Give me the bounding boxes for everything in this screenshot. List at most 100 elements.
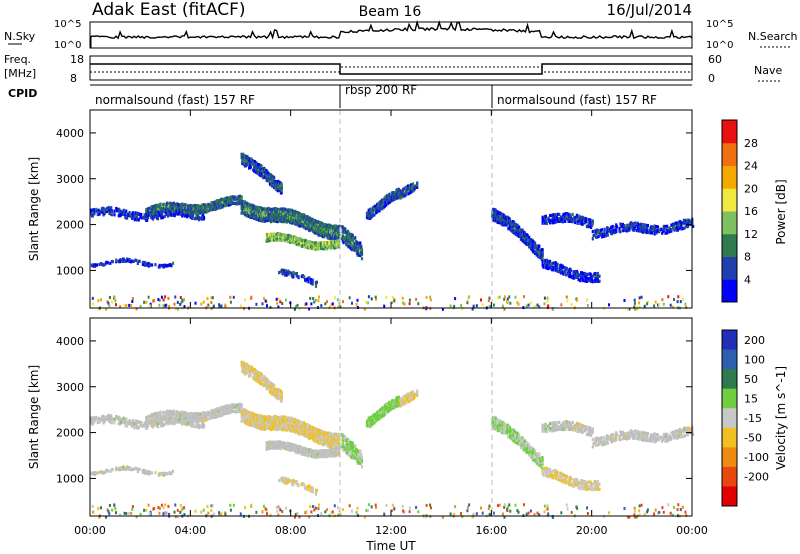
power-cell [209, 204, 212, 208]
power-cell [498, 221, 501, 225]
velocity-cell [174, 410, 177, 414]
velocity-cell [197, 424, 201, 428]
power-noise-cell [492, 303, 495, 307]
power-cell [126, 216, 129, 220]
power-cell [594, 272, 597, 276]
velocity-cell [178, 417, 181, 422]
power-cell [344, 227, 347, 231]
velocity-cell [306, 423, 309, 427]
velocity-cell [325, 432, 328, 436]
power-cell [191, 216, 194, 220]
power-cell [255, 163, 258, 167]
power-cell [571, 212, 574, 216]
power-cell [108, 206, 111, 210]
power-cell [411, 182, 415, 186]
power-cell [565, 266, 568, 270]
power-cell [135, 214, 138, 218]
power-cell [598, 279, 601, 283]
power-cell [295, 272, 298, 276]
power-cell [119, 258, 122, 262]
power-cell [406, 190, 409, 194]
power-cell [631, 222, 634, 226]
power-cell [596, 277, 599, 281]
velocity-cell [152, 412, 155, 416]
power-cell [159, 202, 162, 206]
power-cell [287, 272, 290, 276]
power-noise-cell [430, 298, 432, 302]
power-noise-cell [239, 304, 242, 308]
power-cell [151, 263, 154, 267]
velocity-cell [98, 419, 101, 423]
velocity-cell [240, 415, 243, 419]
power-noise-cell [408, 298, 411, 302]
power-cell [122, 208, 125, 212]
velocity-cell [262, 422, 265, 426]
velocity-cell [205, 418, 208, 422]
power-cell [351, 236, 354, 241]
power-cell [498, 214, 502, 218]
power-cell [564, 266, 567, 270]
power-cell [665, 226, 668, 230]
power-noise-cell [139, 304, 142, 308]
nave-label: Nave [754, 64, 782, 77]
velocity-cell [279, 423, 282, 427]
power-cell [280, 207, 283, 211]
velocity-cell [231, 408, 234, 412]
power-cell [581, 276, 584, 280]
power-cell [179, 212, 182, 216]
power-cell [227, 198, 230, 202]
power-cell [152, 215, 155, 219]
power-cell [106, 261, 109, 265]
power-noise-cell [475, 304, 478, 308]
power-cell [373, 213, 376, 217]
power-noise-cell [365, 301, 368, 304]
power-noise-cell [514, 295, 517, 299]
power-cell [375, 207, 378, 211]
power-cell [109, 209, 112, 213]
power-cell [589, 218, 592, 222]
power-cell [274, 209, 277, 213]
power-cell [223, 204, 226, 208]
power-cell [661, 231, 664, 235]
power-cell [91, 214, 94, 218]
power-cell [678, 223, 681, 227]
power-cell [651, 231, 654, 235]
power-noise-cell [374, 295, 377, 299]
power-cell [338, 233, 341, 237]
power-cell [556, 269, 559, 273]
velocity-cell [304, 432, 307, 436]
velocity-cell [110, 417, 114, 421]
power-cell [625, 226, 628, 230]
velocity-cell [317, 431, 320, 435]
power-cell [606, 233, 609, 237]
power-cell [318, 229, 321, 233]
velocity-cell [228, 411, 231, 415]
power-cell [171, 206, 175, 211]
power-noise-cell [305, 302, 308, 306]
power-cell [591, 222, 594, 226]
power-cell [276, 207, 279, 211]
power-cell [254, 213, 257, 217]
velocity-cell [108, 414, 111, 418]
power-noise-cell [638, 301, 641, 305]
power-noise-cell [467, 297, 469, 301]
power-cell [191, 208, 194, 213]
velocity-cell [276, 415, 279, 419]
velocity-cell [227, 406, 230, 410]
power-cell [580, 219, 583, 223]
power-noise-cell [363, 307, 366, 311]
power-noise-cell [168, 304, 170, 308]
velocity-cell [351, 449, 354, 453]
power-cell [253, 160, 257, 164]
power-noise-cell [331, 302, 334, 306]
velocity-cell [131, 419, 134, 423]
power-cell [598, 231, 601, 235]
velocity-cell [321, 442, 324, 447]
cpid-panel: CPID normalsound (fast) 157 RF rbsp 200 … [8, 83, 692, 108]
power-cell [240, 195, 243, 199]
power-noise-cell [501, 304, 504, 308]
power-cell [591, 274, 594, 278]
velocity-cell [311, 449, 314, 453]
power-noise-cell [681, 297, 684, 301]
velocity-cell [318, 437, 321, 441]
